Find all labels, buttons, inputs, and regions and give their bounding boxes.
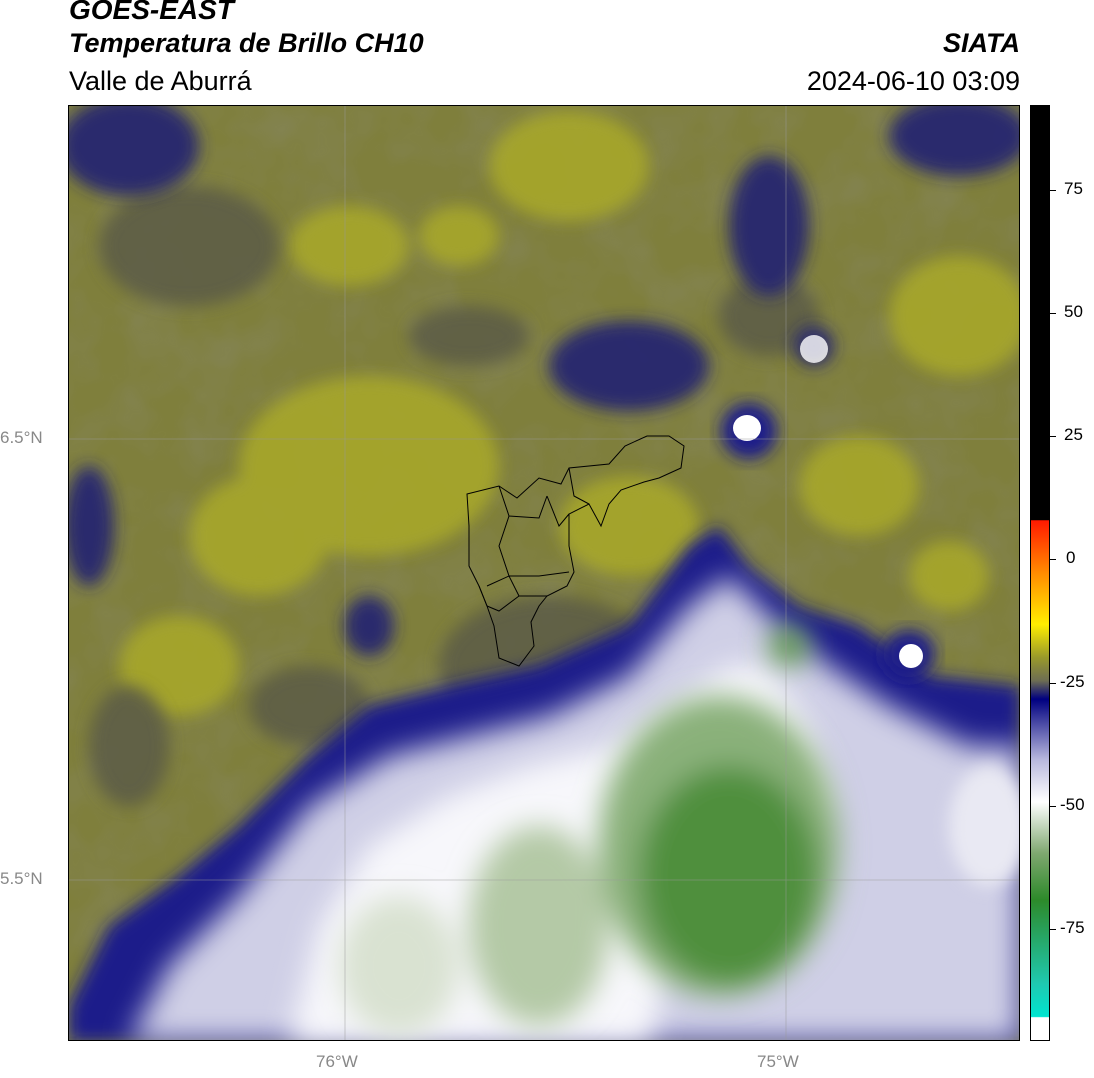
colorbar-tick xyxy=(1050,190,1056,191)
timestamp: 2024-06-10 03:09 xyxy=(806,66,1020,96)
colorbar-label-0: 0 xyxy=(1066,548,1076,567)
colorbar-tick xyxy=(1050,929,1056,930)
map-subtitle: Temperatura de Brillo CH10 xyxy=(69,28,424,58)
lon-label-76: 76°W xyxy=(316,1052,358,1071)
map-canvas xyxy=(69,106,1019,1040)
lon-label-75: 75°W xyxy=(757,1052,799,1071)
graticule xyxy=(69,106,1019,1040)
colorbar-label-minus-25: -25 xyxy=(1060,672,1085,691)
colorbar-label-minus-50: -50 xyxy=(1060,795,1085,814)
lat-label-5-5: 5.5°N xyxy=(0,869,43,888)
colorbar-tick xyxy=(1050,559,1056,560)
colorbar-label-50: 50 xyxy=(1064,302,1083,321)
coldest-region xyxy=(339,626,839,1036)
colorbar-tick xyxy=(1050,436,1056,437)
colorbar xyxy=(1030,105,1050,1041)
colorbar-label-75: 75 xyxy=(1064,179,1083,198)
colorbar-gradient xyxy=(1031,106,1049,1040)
municipal-boundaries xyxy=(466,435,685,667)
brand-name: SIATA xyxy=(943,28,1020,58)
colorbar-tick xyxy=(1050,683,1056,684)
colorbar-label-25: 25 xyxy=(1064,425,1083,444)
satellite-map xyxy=(68,105,1020,1041)
warm-patches xyxy=(119,111,1019,716)
lat-label-6-5: 6.5°N xyxy=(0,428,43,447)
colorbar-tick xyxy=(1050,806,1056,807)
colorbar-label-minus-75: -75 xyxy=(1060,918,1085,937)
convective-cells xyxy=(721,335,1019,886)
map-title: GOES-EAST xyxy=(69,0,234,25)
region-name: Valle de Aburrá xyxy=(69,66,252,96)
colorbar-tick xyxy=(1050,313,1056,314)
